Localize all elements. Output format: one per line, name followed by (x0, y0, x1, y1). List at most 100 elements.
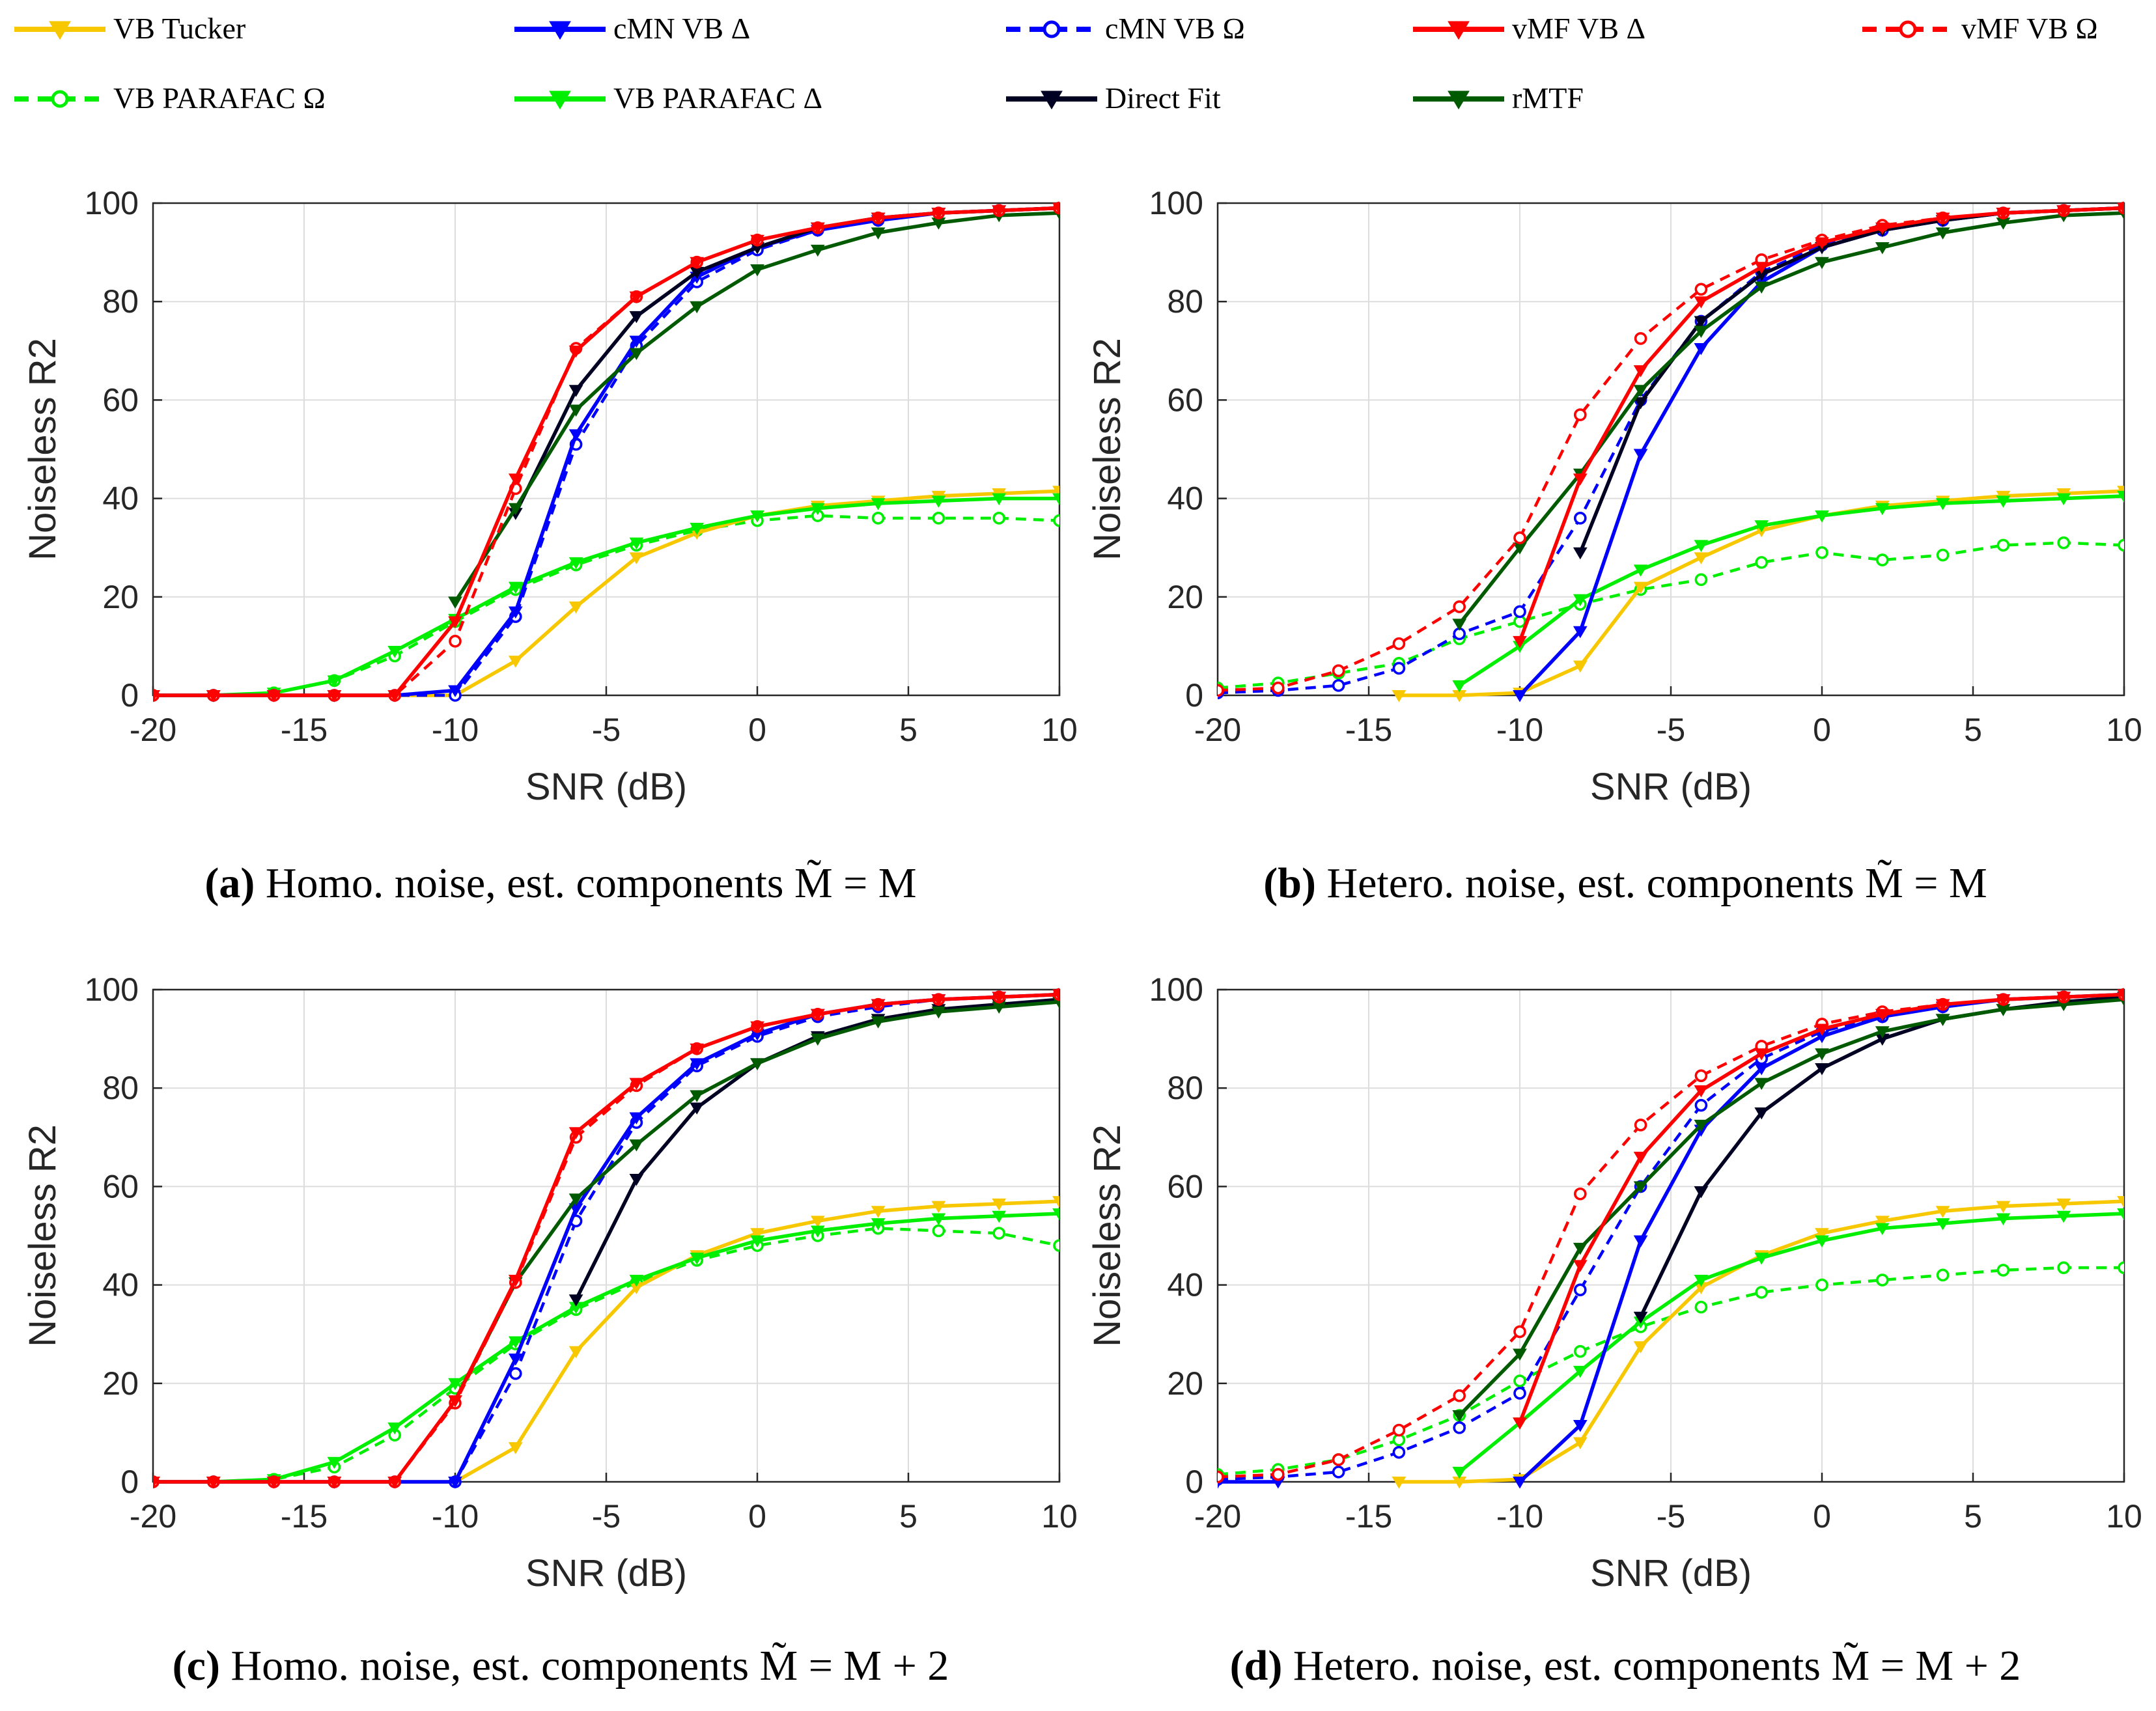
x-tick-label: 10 (2106, 712, 2142, 748)
data-point (1694, 1085, 1709, 1098)
data-point (1513, 1348, 1527, 1361)
data-point (1573, 1260, 1588, 1272)
data-point (1754, 262, 1769, 274)
data-point (1573, 473, 1588, 486)
series-vmf-vb (1513, 202, 2124, 648)
legend-marker-tri-down (1448, 90, 1470, 110)
data-point (327, 690, 342, 702)
data-point (1272, 1468, 1285, 1481)
legend-label: cMN VB Δ (613, 12, 750, 45)
x-tick-label: -10 (1496, 712, 1543, 748)
data-point (449, 635, 462, 648)
data-point (690, 257, 705, 270)
data-point (1573, 660, 1588, 673)
y-tick-label: 100 (85, 971, 139, 1008)
data-point (387, 645, 402, 658)
data-point (690, 1058, 705, 1070)
data-point (1218, 1470, 1224, 1484)
data-point (629, 1174, 644, 1186)
data-point (509, 1367, 522, 1380)
y-tick-label: 80 (1167, 283, 1203, 320)
series-group (1218, 988, 2124, 1489)
data-point (2118, 1261, 2124, 1274)
y-tick-label: 20 (102, 1365, 139, 1402)
data-point (1392, 661, 1406, 675)
x-tick-label: -5 (1657, 712, 1685, 748)
data-point (1935, 498, 1950, 510)
data-point (750, 1228, 764, 1240)
data-point (2056, 992, 2071, 1004)
caption-label: (d) (1230, 1642, 1283, 1690)
x-tick-label: -15 (1345, 712, 1392, 748)
x-tick-label: -20 (1194, 712, 1241, 748)
data-point (1633, 1235, 1648, 1248)
data-point (1452, 680, 1467, 693)
data-point (1754, 1253, 1769, 1265)
data-point (1573, 626, 1588, 639)
series-line (1218, 541, 2124, 689)
y-tick-label: 80 (1167, 1070, 1203, 1106)
data-point (1052, 493, 1059, 506)
legend-marker-tri-down (549, 21, 571, 40)
data-point (1392, 1445, 1406, 1459)
x-tick-label: 5 (1964, 712, 1982, 748)
x-tick-label: 0 (1813, 712, 1831, 748)
y-tick-label: 60 (1167, 1168, 1203, 1204)
series-rmtf (1452, 208, 2124, 631)
data-point (1513, 690, 1527, 702)
data-point (1634, 332, 1647, 345)
data-point (568, 429, 583, 441)
series-group (153, 201, 1059, 702)
data-point (1453, 1421, 1466, 1434)
x-tick-label: -15 (1345, 1498, 1392, 1535)
x-tick-label: 10 (2106, 1498, 2142, 1535)
data-point (1996, 994, 2011, 1007)
y-tick-label: 40 (102, 480, 139, 517)
data-point (1694, 1119, 1709, 1132)
data-point (931, 1007, 946, 1019)
caption-label: (a) (204, 859, 255, 907)
legend-marker-circle (51, 90, 69, 108)
y-tick-label: 100 (85, 185, 139, 221)
caption-label: (b) (1263, 859, 1316, 907)
x-tick-label: -5 (1657, 1498, 1685, 1535)
data-point (508, 1275, 523, 1287)
data-point (387, 690, 402, 702)
legend-marker-circle (1043, 20, 1061, 38)
caption-text: Hetero. noise, est. components M̃ = M (1316, 859, 1987, 907)
series-vmf-vb (153, 989, 1059, 1489)
data-point (1452, 1466, 1467, 1479)
data-point (1694, 1275, 1709, 1287)
data-point (1633, 1181, 1648, 1193)
caption-label: (c) (173, 1642, 220, 1690)
data-point (1513, 1374, 1526, 1387)
data-point (931, 495, 946, 508)
data-point (1332, 1453, 1345, 1466)
data-point (508, 656, 523, 668)
data-point (629, 348, 644, 361)
x-tick-label: 5 (899, 1498, 917, 1535)
data-point (1452, 1410, 1467, 1423)
data-point (690, 1043, 705, 1056)
data-point (1875, 242, 1890, 255)
data-point (1272, 681, 1285, 695)
series-line (1458, 997, 2124, 1417)
caption-text: Homo. noise, est. components M̃ = M + 2 (220, 1642, 949, 1690)
data-point (1052, 1208, 1059, 1221)
panel-caption: (d) Hetero. noise, est. components M̃ = … (1230, 1642, 2021, 1690)
data-point (629, 291, 644, 304)
data-point (992, 512, 1005, 525)
data-point (1996, 1213, 2011, 1226)
x-tick-label: -15 (281, 712, 328, 748)
data-point (1332, 1466, 1345, 1479)
y-tick-label: 60 (102, 382, 139, 418)
series-line (1218, 206, 2124, 692)
data-point (568, 601, 583, 614)
data-point (871, 498, 886, 510)
legend-entry-rmtf: rMTF (1413, 81, 1584, 115)
legend-entry-cmn-vb: cMN VB Δ (514, 12, 750, 45)
